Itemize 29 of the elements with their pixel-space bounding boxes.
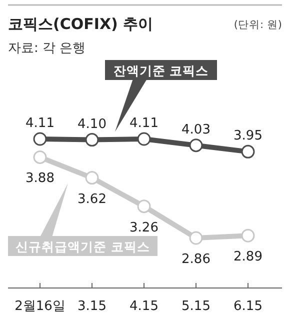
point <box>137 132 151 146</box>
point <box>189 231 203 245</box>
point <box>241 144 255 158</box>
chart-subtitle: (단위: 원) <box>234 19 282 31</box>
x-tick-label: 3.15 <box>78 299 106 313</box>
x-tick-label: 6.15 <box>234 299 262 313</box>
data-label: 4.03 <box>182 122 210 138</box>
data-label: 3.95 <box>234 128 262 144</box>
point <box>189 138 203 152</box>
point <box>85 171 99 185</box>
x-tick-label: 5.15 <box>182 299 210 313</box>
data-label: 3.62 <box>78 192 106 207</box>
point <box>33 150 47 164</box>
data-label: 3.88 <box>26 171 54 186</box>
x-tick-label: 4.15 <box>130 299 158 313</box>
point <box>137 200 151 214</box>
chart-title: 코픽스(COFIX) 추이 <box>8 15 154 33</box>
point <box>33 132 47 146</box>
data-label: 2.86 <box>182 252 210 267</box>
data-label: 4.11 <box>26 116 54 131</box>
text: 잔액기준 코픽스 <box>113 63 209 78</box>
data-label: 4.10 <box>78 116 106 132</box>
data-label: 2.89 <box>234 250 262 265</box>
x-tick-label: 2월16일 <box>14 299 66 313</box>
point <box>85 133 99 147</box>
point <box>241 228 255 242</box>
text: 자료: 각 은행 <box>8 41 86 56</box>
data-label: 3.26 <box>130 220 158 236</box>
data-label: 4.11 <box>130 116 158 131</box>
